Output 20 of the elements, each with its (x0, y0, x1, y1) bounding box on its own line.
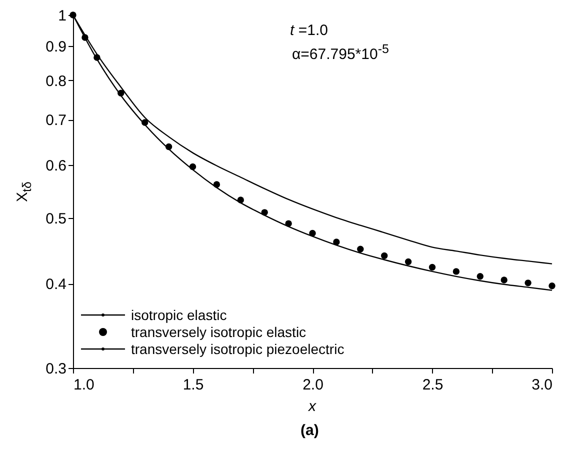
y-tick-label: 0.5 (46, 210, 66, 228)
y-tick-label: 1 (58, 8, 66, 24)
legend-label: isotropic elastic (131, 306, 227, 322)
legend-label: transversely isotropic piezoelectric (131, 340, 344, 356)
x-tick-label: 3.0 (532, 376, 552, 394)
x-axis-title: x (308, 398, 316, 415)
legend-label: transversely isotropic elastic (131, 324, 306, 340)
x-tick-label: 2.0 (302, 376, 324, 394)
y-tick-label: 0.3 (46, 360, 66, 378)
annotation: t =1.0 (290, 22, 328, 39)
y-tick-label: 0.8 (46, 72, 66, 90)
x-tick-label: 1.0 (74, 376, 94, 394)
y-tick-label: 0.9 (46, 38, 66, 56)
y-tick-label: 0.4 (46, 276, 66, 294)
x-tick-label: 1.5 (182, 376, 204, 394)
x-tick-label: 2.5 (422, 376, 444, 394)
y-tick-label: 0.7 (46, 112, 66, 130)
text: (a) (300, 422, 319, 439)
annotation: α=67.795*10$^{-5}$ (292, 42, 389, 63)
y-tick-label: 0.6 (46, 157, 66, 174)
